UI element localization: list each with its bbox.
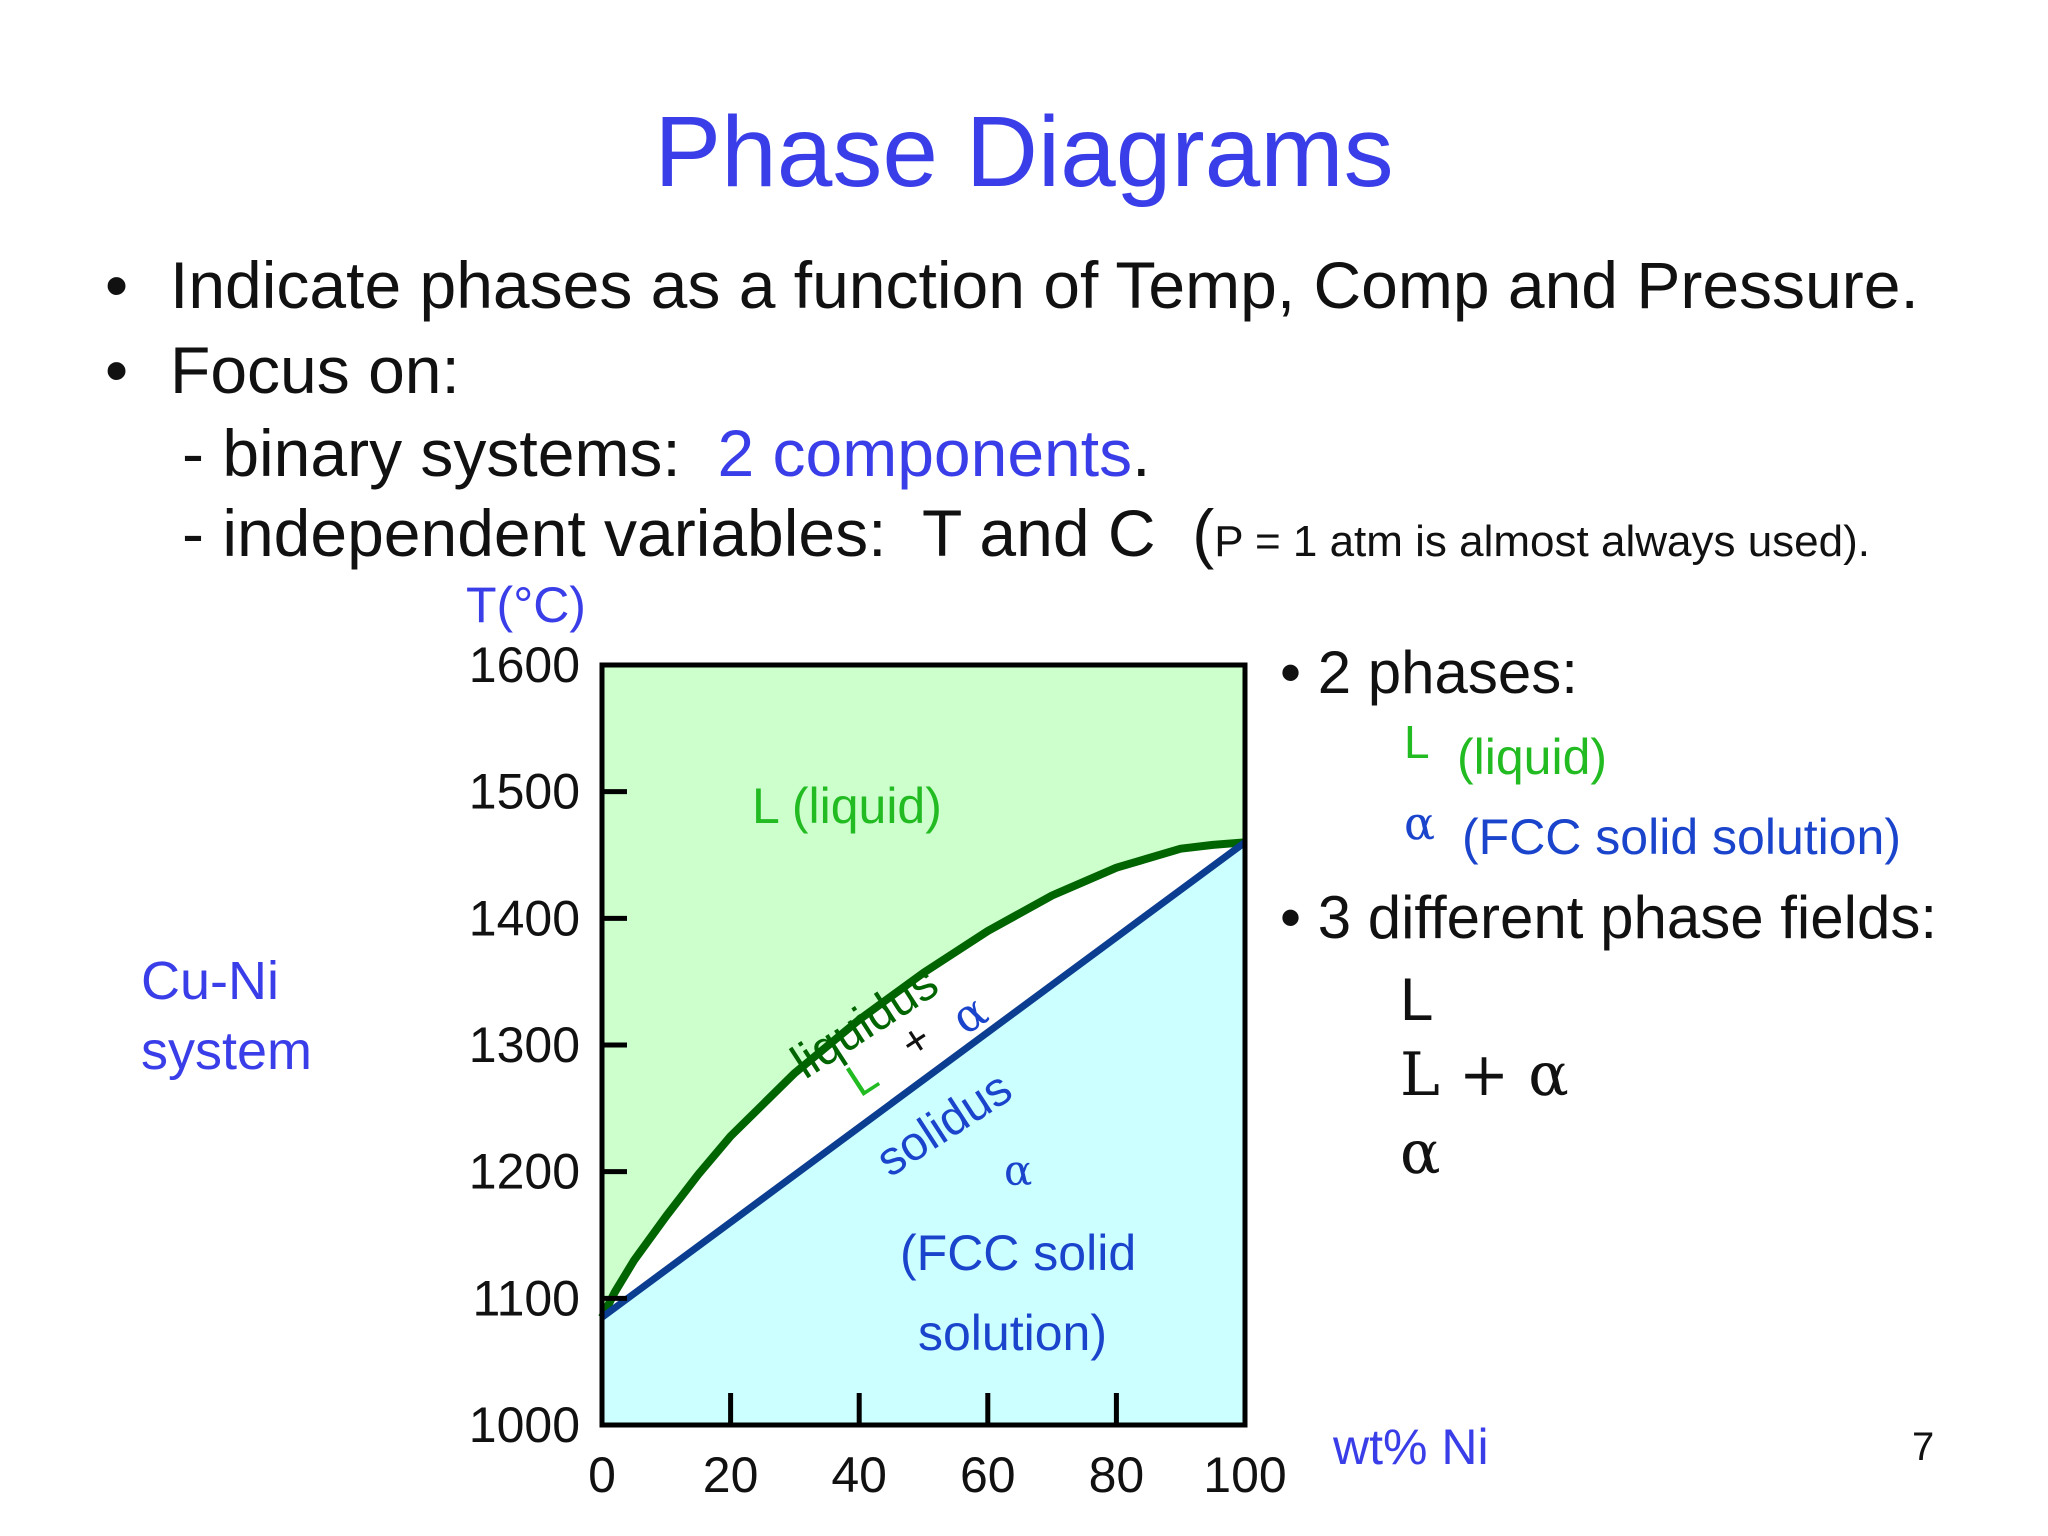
x-tick-label: 40 xyxy=(831,1447,887,1503)
solid-alpha-label: α xyxy=(1004,1146,1032,1195)
fields-header: • 3 different phase fields: xyxy=(1280,883,1937,952)
solid-region xyxy=(602,842,1245,1425)
y-tick-label: 1400 xyxy=(469,890,580,946)
x-tick-label: 100 xyxy=(1203,1447,1286,1503)
phase2-desc: (FCC solid solution) xyxy=(1462,809,1902,865)
y-tick-label: 1600 xyxy=(469,637,580,693)
x-tick-label: 80 xyxy=(1089,1447,1145,1503)
y-tick-label: 1100 xyxy=(472,1270,580,1326)
liquid-region-label: L (liquid) xyxy=(752,778,942,834)
y-tick-label: 1300 xyxy=(469,1017,580,1073)
x-tick-label: 20 xyxy=(703,1447,759,1503)
plot-ticks xyxy=(602,789,1119,1425)
fields-header-text: 3 different phase fields: xyxy=(1317,884,1937,951)
field-2: L + α xyxy=(1400,1040,1569,1110)
y-tick-label: 1500 xyxy=(469,764,580,820)
sub-bullet-2-small: P = 1 atm is almost always used). xyxy=(1214,517,1870,566)
plot-curves xyxy=(598,838,1248,1321)
page-number: 7 xyxy=(1912,1425,1935,1469)
liquid-region xyxy=(602,665,1245,1318)
solid-label-line1: (FCC solid xyxy=(900,1225,1136,1281)
phases-bullet: • xyxy=(1280,639,1302,706)
sub-bullet-2: - independent variables: T and C (P = 1 … xyxy=(182,495,1870,571)
bullet-2-text: Focus on: xyxy=(170,333,460,407)
sub-bullet-1-prefix: - binary systems: xyxy=(182,416,681,490)
bullet-dot-1: • xyxy=(105,248,129,322)
system-label-line1: Cu-Ni xyxy=(141,951,280,1011)
solid-label-line2: solution) xyxy=(918,1305,1107,1361)
bullet-1-text: Indicate phases as a function of Temp, C… xyxy=(170,248,1919,322)
phases-header-text: 2 phases: xyxy=(1317,639,1578,706)
phase1-desc: (liquid) xyxy=(1457,729,1608,785)
x-tick-label: 0 xyxy=(588,1447,616,1503)
solidus-curve xyxy=(599,839,1248,1321)
system-label-line2: system xyxy=(141,1021,313,1081)
sub-bullet-2-main: - independent variables: T and C ( xyxy=(182,496,1215,570)
y-tick-label: 1200 xyxy=(469,1144,580,1200)
sub-bullet-1-suffix: . xyxy=(1132,416,1151,490)
x-axis-label: wt% Ni xyxy=(1332,1419,1489,1475)
field-1: L xyxy=(1400,966,1434,1033)
slide-title: Phase Diagrams xyxy=(654,96,1394,208)
phase1-symbol: L xyxy=(1404,716,1430,768)
sub-bullet-1-highlight: 2 components xyxy=(717,416,1133,490)
sub-bullet-1: - binary systems: 2 components. xyxy=(182,415,1150,491)
phase2-symbol: α xyxy=(1404,796,1436,850)
fields-bullet: • xyxy=(1280,884,1302,951)
x-tick-label: 60 xyxy=(960,1447,1016,1503)
y-tick-label: 1000 xyxy=(469,1397,580,1453)
liquidus-curve xyxy=(598,838,1246,1320)
field-3: α xyxy=(1400,1118,1441,1188)
plot-regions xyxy=(602,665,1245,1425)
bullet-dot-2: • xyxy=(105,333,129,407)
phases-header: • 2 phases: xyxy=(1280,638,1578,707)
y-axis-label: T(°C) xyxy=(466,577,586,633)
